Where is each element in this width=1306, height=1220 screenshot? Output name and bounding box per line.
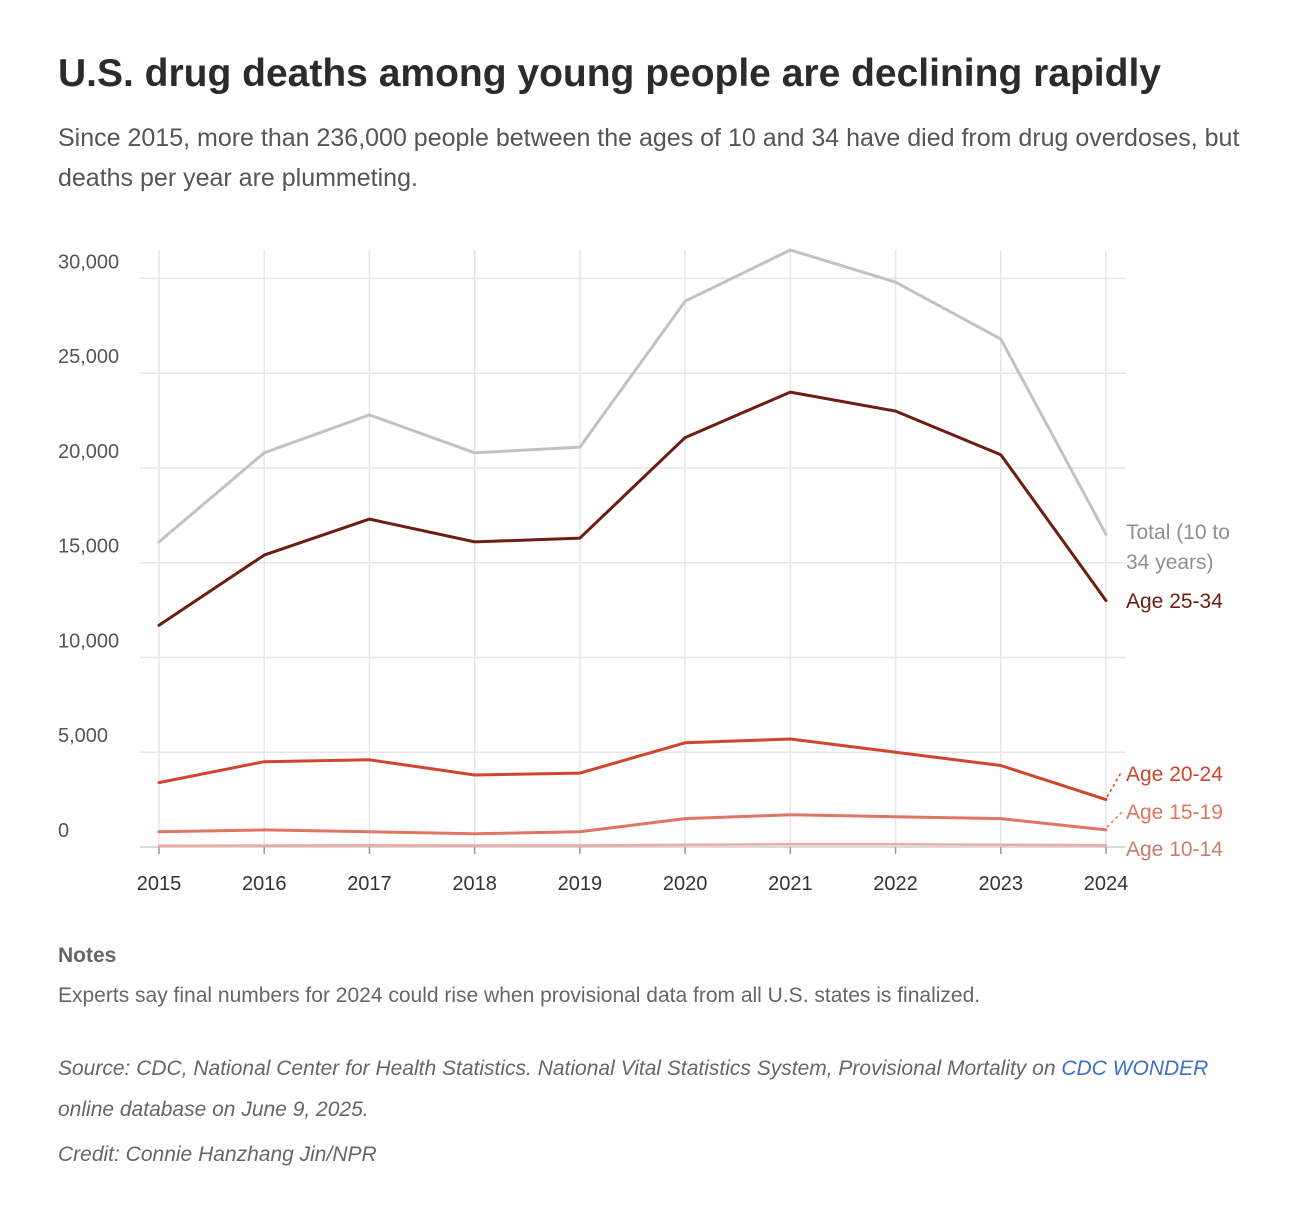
- y-tick-label: 30,000: [58, 251, 119, 273]
- x-tick-label: 2017: [347, 873, 392, 895]
- series-line-age-20-24: [157, 737, 1108, 802]
- source-citation: Source: CDC, National Center for Health …: [58, 1049, 1258, 1131]
- y-tick-label: 25,000: [58, 346, 119, 368]
- x-tick-label: 2021: [768, 873, 813, 895]
- leader-line-age-15-19: [1106, 811, 1123, 828]
- chart-title: U.S. drug deaths among young people are …: [58, 52, 1161, 95]
- x-axis-tick-labels: 2015 2016 2017 2018 2019 2020 2021 2022 2023 2024: [137, 847, 1129, 895]
- x-tick-label: 2016: [242, 873, 287, 895]
- credit-line: Credit: Connie Hanzhang Jin/NPR: [58, 1143, 377, 1166]
- x-tick-label: 2023: [979, 873, 1024, 895]
- label-total-line1: Total (10 to: [1126, 521, 1230, 544]
- y-tick-label: 0: [58, 820, 69, 842]
- x-tick-label: 2019: [558, 873, 603, 895]
- label-total-line2: 34 years): [1126, 551, 1214, 574]
- y-tick-label: 20,000: [58, 441, 119, 463]
- series-line-age-25-34: [157, 390, 1108, 627]
- x-tick-label: 2024: [1084, 873, 1129, 895]
- y-axis-tick-labels: 0 5,000 10,000 15,000 20,000 25,000 30,000: [58, 251, 119, 842]
- notes-text: Experts say final numbers for 2024 could…: [58, 984, 981, 1007]
- series-lines: [157, 248, 1108, 847]
- label-age-15-19: Age 15-19: [1126, 801, 1223, 824]
- line-chart: 0 5,000 10,000 15,000 20,000 25,000 30,000 201…: [58, 248, 1230, 895]
- source-suffix: online database on June 9, 2025.: [58, 1097, 369, 1121]
- source-prefix: Source: CDC, National Center for Health …: [58, 1057, 1056, 1080]
- label-age-20-24: Age 20-24: [1126, 763, 1223, 786]
- x-tick-label: 2020: [663, 873, 708, 895]
- y-tick-label: 15,000: [58, 536, 119, 558]
- series-line-age-15-19: [157, 813, 1108, 836]
- label-age-10-14: Age 10-14: [1126, 838, 1223, 861]
- cdc-wonder-link[interactable]: CDC WONDER: [1061, 1057, 1209, 1080]
- y-tick-label: 10,000: [58, 630, 119, 652]
- series-line-total-10-to-34-years: [157, 248, 1108, 544]
- series-labels: Total (10 to 34 years) Age 25-34 Age 20-…: [1106, 521, 1230, 861]
- series-line-age-10-14: [157, 843, 1108, 847]
- notes-heading: Notes: [58, 944, 117, 967]
- leader-line-age-20-24: [1106, 770, 1123, 798]
- label-age-25-34: Age 25-34: [1126, 590, 1223, 613]
- x-tick-label: 2022: [873, 873, 918, 895]
- y-tick-label: 5,000: [58, 725, 108, 747]
- x-tick-label: 2018: [452, 873, 497, 895]
- chart-subtitle: Since 2015, more than 236,000 people bet…: [58, 124, 1240, 192]
- x-tick-label: 2015: [137, 873, 182, 895]
